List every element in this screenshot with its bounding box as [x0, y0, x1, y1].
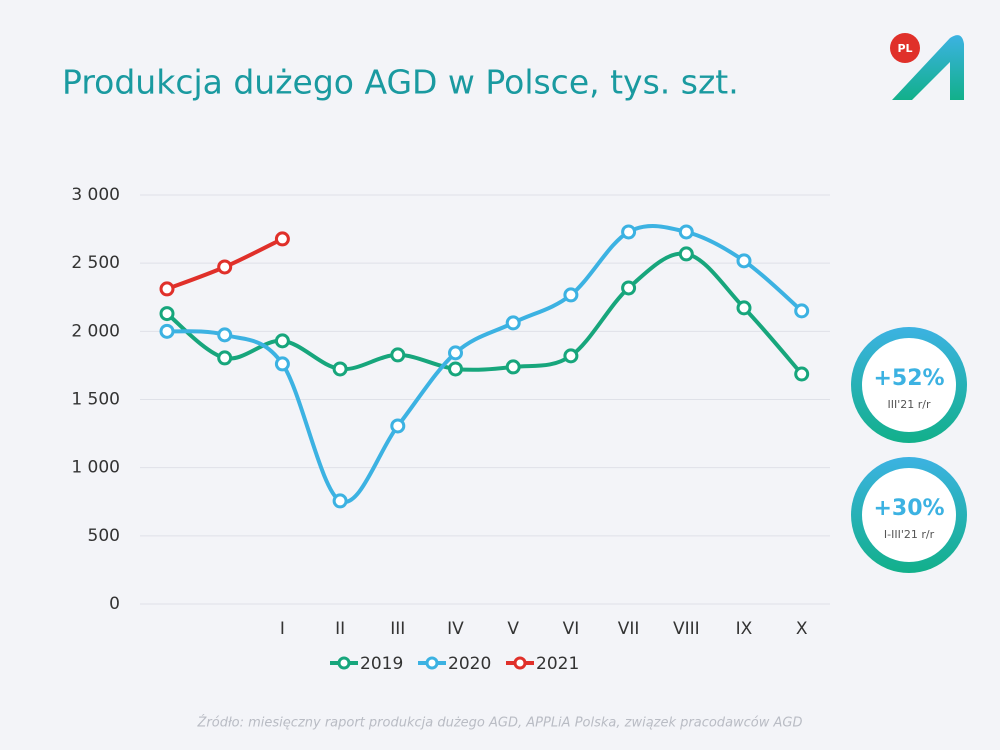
point-marker — [621, 224, 637, 240]
point-marker — [332, 361, 348, 377]
x-tick-label: VII — [618, 619, 640, 639]
y-tick-label: 1 000 — [71, 458, 120, 478]
legend-marker — [513, 656, 527, 670]
x-tick-label: X — [796, 619, 808, 639]
y-tick-label: 3 000 — [71, 185, 120, 205]
point-marker — [159, 306, 175, 322]
logo-badge — [890, 33, 920, 63]
point-marker — [678, 224, 694, 240]
x-tick-label: IV — [447, 619, 464, 639]
point-marker — [274, 231, 290, 247]
legend-label: 2020 — [448, 654, 491, 674]
legend-marker — [337, 656, 351, 670]
point-marker — [448, 361, 463, 377]
y-tick-label: 2 000 — [71, 321, 120, 341]
point-marker — [448, 345, 463, 361]
y-tick-label: 0 — [109, 594, 120, 614]
x-tick-label: II — [335, 619, 345, 639]
y-tick-label: 1 500 — [71, 390, 120, 410]
x-tick-label: IX — [736, 619, 753, 639]
point-marker — [217, 327, 233, 343]
point-marker — [794, 303, 810, 319]
badge-inner — [862, 338, 956, 432]
point-marker — [621, 280, 637, 296]
point-marker — [736, 253, 752, 269]
point-marker — [217, 350, 233, 366]
badge-label: I-III'21 r/r — [884, 528, 935, 541]
logo: PL — [890, 33, 964, 100]
point-marker — [274, 333, 290, 349]
point-marker — [159, 323, 175, 339]
point-marker — [390, 347, 406, 363]
point-marker — [736, 300, 752, 316]
legend-label: 2019 — [360, 654, 403, 674]
x-tick-label: III — [390, 619, 405, 639]
legend-marker — [425, 656, 439, 670]
point-marker — [678, 246, 694, 262]
point-marker — [505, 315, 521, 331]
badge-value: +30% — [873, 496, 944, 521]
legend-label: 2021 — [536, 654, 579, 674]
point-marker — [794, 366, 810, 382]
x-tick-label: VI — [563, 619, 580, 639]
badge-inner — [862, 468, 956, 562]
logo-shape — [892, 35, 964, 100]
x-tick-label: VIII — [673, 619, 700, 639]
x-tick-label: V — [507, 619, 519, 639]
y-tick-label: 2 500 — [71, 253, 120, 273]
chart-title: Produkcja dużego AGD w Polsce, tys. szt. — [62, 63, 739, 102]
point-marker — [563, 287, 579, 303]
point-marker — [505, 359, 521, 375]
logo-text: PL — [897, 42, 912, 55]
point-marker — [217, 259, 233, 275]
source-note: Źródło: miesięczny raport produkcja duże… — [196, 715, 802, 731]
point-marker — [390, 418, 406, 434]
badge-label: III'21 r/r — [887, 398, 930, 411]
x-tick-label: I — [280, 619, 285, 639]
point-marker — [563, 348, 579, 364]
badge-value: +52% — [873, 366, 944, 391]
y-tick-label: 500 — [88, 526, 120, 546]
point-marker — [159, 281, 175, 297]
point-marker — [274, 356, 290, 372]
point-marker — [332, 493, 348, 509]
